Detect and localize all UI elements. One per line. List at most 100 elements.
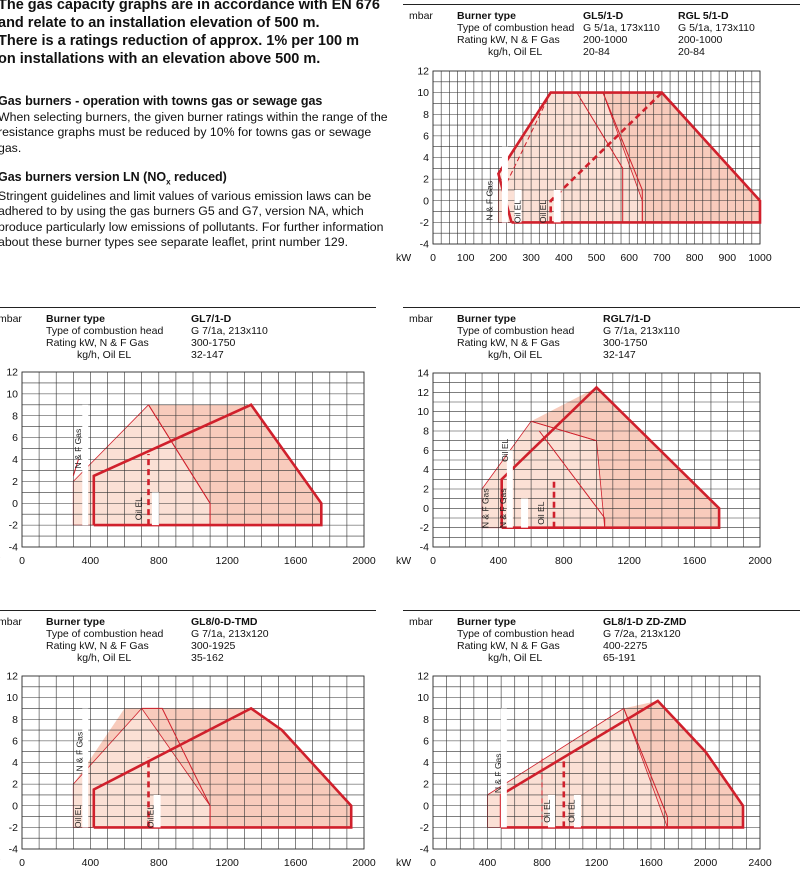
fuel-label: Oil EL — [567, 799, 577, 822]
fuel-label: N & F Gas — [485, 181, 495, 221]
y-tick-label: 10 — [417, 692, 429, 704]
y-tick-label: 10 — [6, 692, 18, 704]
y-tick-label: 12 — [6, 671, 18, 683]
x-tick-label: 1600 — [683, 555, 707, 567]
y-tick-label: -2 — [420, 522, 429, 534]
fuel-label: Oil EL — [500, 438, 510, 461]
x-tick-label: 400 — [479, 857, 497, 869]
y-tick-label: -4 — [9, 844, 18, 856]
x-tick-label: 1600 — [284, 857, 308, 869]
x-tick-label: 0 — [19, 857, 25, 869]
y-tick-label: -4 — [420, 239, 429, 251]
x-tick-label: 1200 — [585, 857, 609, 869]
x-tick-label: 800 — [150, 857, 168, 869]
x-tick-label: 0 — [19, 555, 25, 567]
y-tick-label: -2 — [9, 822, 18, 834]
x-tick-label: 700 — [653, 252, 671, 264]
x-tick-label: 800 — [555, 555, 573, 567]
y-tick-label: 6 — [423, 445, 429, 457]
x-tick-label: 400 — [490, 555, 508, 567]
x-tick-label: 800 — [150, 555, 168, 567]
fuel-label: Oil EL — [512, 200, 522, 223]
y-tick-label: 12 — [417, 671, 429, 683]
x-tick-label: 400 — [555, 252, 573, 264]
section-towns-gas-text: When selecting burners, the given burner… — [0, 110, 390, 156]
y-tick-label: 8 — [12, 714, 18, 726]
fuel-label: Oil EL — [134, 497, 144, 520]
x-tick-label: 600 — [620, 252, 638, 264]
y-tick-label: -4 — [9, 542, 18, 554]
x-tick-label: 1600 — [284, 555, 308, 567]
y-tick-label: 0 — [423, 503, 429, 515]
intro-headline: The gas capacity graphs are in accordanc… — [0, 0, 390, 68]
x-tick-label: 300 — [522, 252, 540, 264]
x-tick-label: 200 — [490, 252, 508, 264]
x-tick-label: 2000 — [352, 555, 376, 567]
y-tick-label: 2 — [12, 779, 18, 791]
fuel-label: N & F Gas — [75, 732, 85, 772]
y-tick-label: 14 — [417, 368, 429, 380]
x-tick-label: 1600 — [639, 857, 663, 869]
fuel-label: Oil EL — [146, 805, 156, 828]
fuel-label: N & F Gas — [481, 488, 491, 528]
intro-text: The gas capacity graphs are in accordanc… — [0, 0, 390, 250]
y-tick-label: 12 — [417, 66, 429, 78]
fuel-label: Oil EL — [536, 501, 546, 524]
y-tick-label: 6 — [12, 432, 18, 444]
section-ln-text: Stringent guidelines and limit values of… — [0, 189, 390, 251]
y-tick-label: 10 — [417, 406, 429, 418]
x-tick-label: 800 — [686, 252, 704, 264]
x-tick-label: 2000 — [694, 857, 718, 869]
section-towns-gas-title: Gas burners - operation with towns gas o… — [0, 94, 390, 108]
y-tick-label: 0 — [12, 498, 18, 510]
y-tick-label: 2 — [423, 484, 429, 496]
y-tick-label: 0 — [423, 800, 429, 812]
x-tick-label: 0 — [430, 857, 436, 869]
y-tick-label: 10 — [417, 87, 429, 99]
y-tick-label: 2 — [12, 476, 18, 488]
y-tick-label: 8 — [423, 426, 429, 438]
y-tick-label: 2 — [423, 174, 429, 186]
x-tick-label: 400 — [82, 555, 100, 567]
x-tick-label: 1200 — [216, 555, 240, 567]
y-tick-label: -2 — [9, 520, 18, 532]
y-tick-label: -4 — [420, 542, 429, 554]
y-tick-label: 4 — [12, 454, 18, 466]
y-tick-label: 12 — [6, 367, 18, 379]
y-tick-label: 8 — [423, 714, 429, 726]
x-tick-label: 2000 — [748, 555, 772, 567]
x-tick-label: 1000 — [748, 252, 772, 264]
x-tick-label: 0 — [430, 555, 436, 567]
y-tick-label: 4 — [423, 757, 429, 769]
y-tick-label: -2 — [420, 217, 429, 229]
section-ln-title: Gas burners version LN (NOx reduced) — [0, 170, 390, 187]
y-tick-label: 2 — [423, 779, 429, 791]
x-tick-label: 400 — [82, 857, 100, 869]
fuel-label: Oil EL — [538, 200, 548, 223]
kw-axis-label: kW — [396, 857, 411, 869]
x-tick-label: 900 — [719, 252, 737, 264]
y-tick-label: -4 — [420, 844, 429, 856]
y-tick-label: 0 — [12, 800, 18, 812]
x-tick-label: 1200 — [618, 555, 642, 567]
y-tick-label: 4 — [423, 152, 429, 164]
y-tick-label: -2 — [420, 822, 429, 834]
fuel-label: N & F Gas — [493, 753, 503, 793]
y-tick-label: 6 — [423, 130, 429, 142]
y-tick-label: 8 — [12, 410, 18, 422]
fuel-label: Oil EL — [542, 799, 552, 822]
x-tick-label: 1200 — [216, 857, 240, 869]
x-tick-label: 500 — [588, 252, 606, 264]
y-tick-label: 6 — [12, 735, 18, 747]
y-tick-label: 10 — [6, 388, 18, 400]
y-tick-label: 0 — [423, 195, 429, 207]
y-tick-label: 4 — [423, 464, 429, 476]
